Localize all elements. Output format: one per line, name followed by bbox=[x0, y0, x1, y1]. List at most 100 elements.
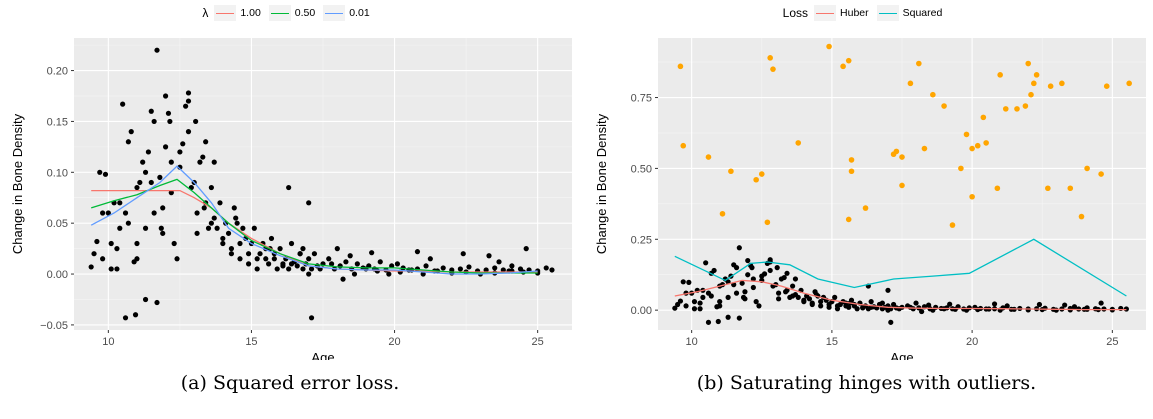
chart-b-data-point bbox=[672, 305, 678, 311]
chart-b-outlier-point bbox=[680, 142, 687, 149]
chart-a-data-point bbox=[523, 246, 529, 252]
chart-b-outlier-point bbox=[728, 168, 734, 175]
chart-a-data-point bbox=[177, 149, 183, 155]
chart-b-outlier-point bbox=[826, 43, 832, 50]
chart-b-outlier-point bbox=[1022, 103, 1029, 109]
chart-b-data-point bbox=[926, 302, 932, 308]
chart-a-data-point bbox=[134, 240, 140, 247]
chart-a-data-point bbox=[197, 159, 203, 165]
chart-a-y-axis-title: Change in Bone Density bbox=[10, 113, 25, 254]
chart-b-x-tick-label: 20 bbox=[966, 336, 978, 348]
chart-b-outlier-point bbox=[997, 72, 1003, 78]
legend-a: λ 1.00 0.50 0.01 bbox=[0, 5, 580, 21]
caption-b: (b) Saturating hinges with outliers. bbox=[696, 372, 1037, 394]
chart-b-outlier-point bbox=[1103, 83, 1110, 89]
chart-a-data-point bbox=[343, 259, 349, 265]
chart-a-data-point bbox=[91, 251, 97, 257]
chart-a-data-point bbox=[257, 251, 263, 257]
chart-a-y-tick-label: 0.05 bbox=[47, 218, 68, 230]
panel-b: Loss Huber Squared 10 15 20 25 0.00 0.25 0.50 0… bbox=[580, 0, 1153, 419]
chart-b-data-point bbox=[952, 306, 958, 312]
chart-b-data-point bbox=[711, 267, 717, 274]
chart-b-data-point bbox=[700, 294, 706, 300]
chart-a-data-point bbox=[266, 261, 272, 267]
chart-a-data-point bbox=[420, 271, 426, 277]
chart-a-data-point bbox=[225, 230, 232, 236]
chart-b-data-point bbox=[725, 314, 731, 320]
chart-b-data-point bbox=[686, 279, 692, 285]
chart-b-data-point bbox=[1062, 302, 1068, 308]
chart-a-data-point bbox=[277, 246, 283, 252]
chart-a-data-point bbox=[389, 263, 395, 269]
chart-b-data-point bbox=[767, 267, 773, 274]
chart-a-series-line-3 bbox=[90, 165, 538, 275]
chart-b-data-point bbox=[784, 270, 790, 276]
chart-a-data-point bbox=[137, 179, 143, 186]
chart-a-data-point bbox=[483, 267, 489, 273]
chart-b-outlier-point bbox=[753, 176, 759, 183]
chart-a-data-point bbox=[263, 256, 269, 262]
chart-a-data-point bbox=[185, 129, 192, 135]
chart-a-x-tick-label: 20 bbox=[388, 336, 400, 348]
chart-b-data-point bbox=[868, 299, 874, 305]
chart-a-x-tick-label: 10 bbox=[102, 336, 114, 348]
chart-a-data-point bbox=[88, 264, 94, 270]
chart-a-data-point bbox=[254, 266, 260, 272]
chart-b-data-point bbox=[767, 257, 773, 263]
chart-a-data-point bbox=[100, 210, 106, 216]
chart-a-data-point bbox=[134, 184, 140, 191]
chart-b-data-point bbox=[697, 306, 703, 312]
chart-b-outlier-point bbox=[1014, 106, 1020, 112]
chart-a-data-point bbox=[351, 271, 358, 277]
chart-a-data-point bbox=[194, 230, 200, 236]
chart-b-data-point bbox=[675, 301, 681, 308]
chart-a-data-point bbox=[148, 108, 154, 114]
chart-b-outlier-point bbox=[1031, 80, 1037, 87]
chart-b-data-point bbox=[885, 287, 891, 293]
chart-b-data-point bbox=[703, 260, 709, 266]
chart-b-outlier-point bbox=[795, 140, 802, 146]
chart-b-outlier-point bbox=[758, 171, 765, 177]
chart-a-data-point bbox=[543, 265, 549, 271]
chart-b-outlier-point bbox=[921, 145, 928, 152]
chart-b-data-point bbox=[1036, 301, 1043, 308]
chart-a-y-tick-label: 0.15 bbox=[47, 116, 68, 128]
chart-a: 10 15 20 25 −0.05 0.00 0.05 0.10 0.15 0.20 Age Chan… bbox=[10, 38, 572, 360]
chart-a-data-point bbox=[237, 240, 243, 247]
chart-a-data-point bbox=[160, 230, 166, 236]
chart-b-data-point bbox=[885, 307, 891, 313]
chart-b-outlier-point bbox=[677, 63, 684, 70]
chart-b-x-tick-label: 25 bbox=[1106, 336, 1118, 348]
chart-a-y-tick-label: 0.10 bbox=[47, 167, 68, 179]
legend-b-label-2: Squared bbox=[902, 7, 943, 19]
chart-a-data-point bbox=[306, 200, 312, 206]
chart-a-data-point bbox=[125, 139, 131, 145]
chart-a-data-point bbox=[306, 271, 312, 277]
chart-a-data-point bbox=[311, 251, 318, 257]
caption-a: (a) Squared error loss. bbox=[180, 372, 400, 394]
chart-b-data-point bbox=[725, 294, 731, 300]
chart-b-data-point bbox=[1053, 307, 1059, 313]
chart-b-outlier-point bbox=[916, 60, 922, 67]
chart-b-data-point bbox=[775, 290, 782, 296]
chart-b-data-point bbox=[1004, 303, 1010, 309]
chart-b-data-point bbox=[947, 301, 953, 307]
chart-b-outlier-point bbox=[899, 154, 905, 160]
chart-a-data-point bbox=[145, 149, 152, 155]
chart-a-data-point bbox=[234, 220, 240, 226]
chart-a-y-tick-label: 0.00 bbox=[47, 269, 68, 281]
legend-a-label-2: 0.50 bbox=[294, 7, 316, 19]
chart-b-data-point bbox=[775, 296, 782, 302]
chart-b-data-point bbox=[792, 291, 799, 298]
chart-b-data-point bbox=[846, 304, 852, 310]
chart-b-data-point bbox=[733, 290, 740, 296]
chart-a-y-tick-label: −0.05 bbox=[40, 320, 68, 332]
chart-b-outlier-point bbox=[969, 145, 975, 152]
chart-a-x-axis-title: Age bbox=[311, 350, 334, 360]
chart-b-outlier-point bbox=[767, 55, 773, 61]
chart-b-data-point bbox=[759, 273, 765, 279]
chart-a-data-point bbox=[214, 225, 220, 231]
chart-b-outlier-point bbox=[848, 168, 855, 175]
chart-a-data-point bbox=[369, 250, 375, 256]
chart-a-data-point bbox=[140, 159, 146, 165]
